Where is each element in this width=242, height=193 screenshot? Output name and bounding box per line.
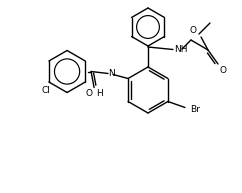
Text: O: O: [189, 26, 196, 35]
Text: Br: Br: [190, 105, 200, 114]
Text: O: O: [86, 89, 93, 97]
Text: Cl: Cl: [41, 86, 50, 95]
Text: H: H: [96, 90, 103, 98]
Text: NH: NH: [174, 46, 188, 54]
Text: N: N: [108, 69, 114, 78]
Text: O: O: [219, 66, 226, 75]
